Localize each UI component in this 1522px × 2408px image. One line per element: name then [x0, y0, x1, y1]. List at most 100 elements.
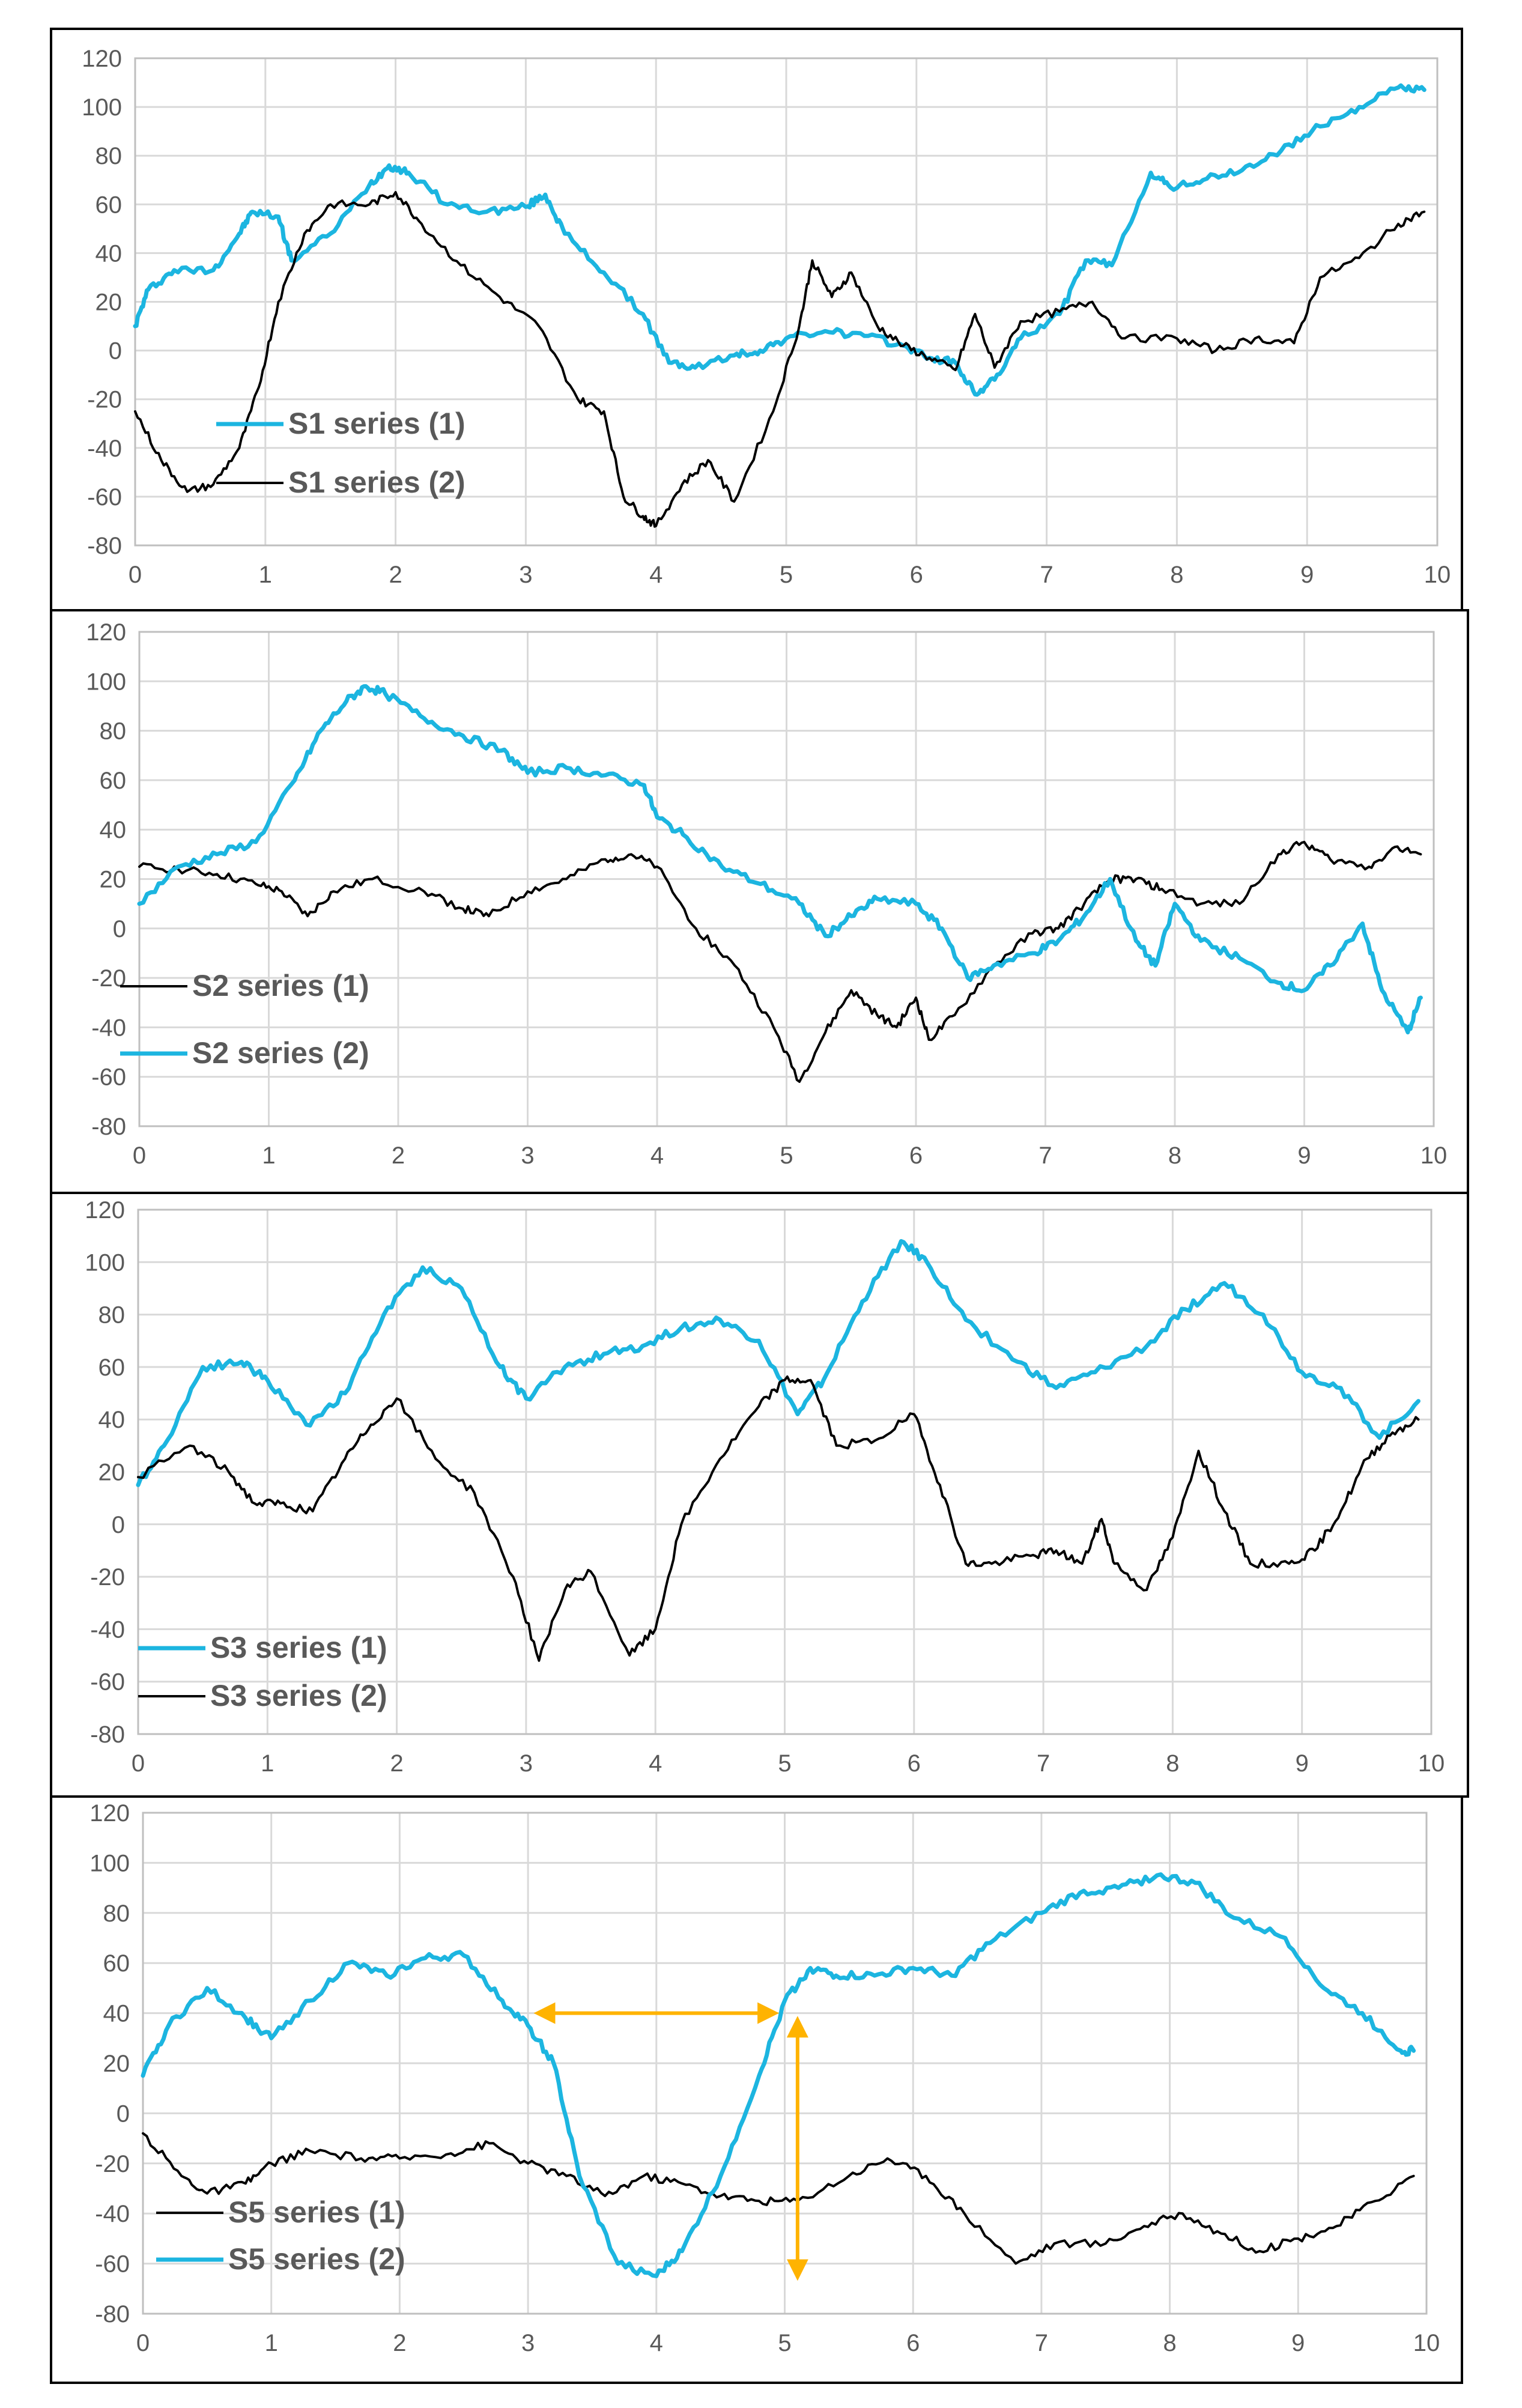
- x-tick-label: 2: [390, 1750, 403, 1777]
- y-tick-label: 20: [96, 290, 123, 316]
- y-tick-label: 60: [100, 768, 127, 794]
- x-tick-label: 8: [1166, 1750, 1179, 1777]
- plot-area: [134, 57, 1439, 547]
- series-line-2: [137, 1375, 1420, 1662]
- plot-area: [142, 1812, 1428, 2315]
- chart-panel-2: 0 1 2 3 4 5 6 7 8 9 10 120 100 80 60 40 20 0 -20 -40 -60 -80 S…: [50, 609, 1469, 1194]
- y-tick-label: 120: [86, 619, 126, 646]
- x-tick-label: 1: [259, 562, 272, 588]
- series-line-1: [138, 840, 1422, 1083]
- chart-panel-4: 0 1 2 3 4 5 6 7 8 9 10 120 100 80 60 40 20 0 -20 -40 -60 -80 S…: [50, 1795, 1463, 2384]
- y-tick-label: 40: [96, 240, 123, 267]
- x-tick-label: 1: [262, 1142, 275, 1169]
- x-tick-label: 9: [1300, 562, 1314, 588]
- x-tick-label: 7: [1040, 562, 1053, 588]
- x-tick-label: 0: [136, 2330, 150, 2356]
- y-tick-label: -40: [95, 2201, 130, 2227]
- series-line-2: [137, 684, 1423, 1035]
- y-tick-label: 120: [82, 46, 122, 72]
- x-tick-label: 10: [1418, 1750, 1445, 1777]
- legend-label-1: S5 series (1): [228, 2195, 405, 2229]
- x-tick-label: 9: [1296, 1750, 1309, 1777]
- x-tick-label: 5: [780, 562, 793, 588]
- series-line-2: [134, 191, 1426, 528]
- y-tick-label: -80: [87, 533, 122, 559]
- y-tick-label: 100: [82, 94, 122, 121]
- x-tick-label: 1: [265, 2330, 278, 2356]
- y-tick-label: -40: [91, 1014, 126, 1041]
- y-tick-label: -40: [87, 435, 122, 462]
- x-tick-label: 3: [521, 1142, 534, 1169]
- y-tick-label: 40: [103, 2001, 130, 2027]
- x-tick-label: 10: [1413, 2330, 1440, 2356]
- y-tick-label: 20: [99, 1460, 126, 1486]
- x-tick-label: 5: [780, 1142, 793, 1169]
- y-tick-label: -40: [90, 1616, 125, 1643]
- y-tick-label: 100: [89, 1850, 130, 1876]
- chart-panel-1: 0 1 2 3 4 5 6 7 8 9 10 120 100 80 60 40 20 0 -20 -40 -60 -80 S…: [50, 28, 1463, 611]
- plot-area: [137, 1209, 1433, 1735]
- x-tick-label: 4: [649, 562, 662, 588]
- y-tick-label: -20: [90, 1564, 125, 1591]
- y-tick-label: 120: [85, 1197, 125, 1224]
- x-tick-label: 0: [129, 562, 142, 588]
- x-tick-label: 2: [392, 1142, 405, 1169]
- x-tick-label: 3: [521, 2330, 535, 2356]
- y-tick-label: 0: [109, 338, 122, 365]
- y-tick-label: 120: [89, 1800, 130, 1827]
- x-tick-label: 6: [909, 1142, 923, 1169]
- y-tick-label: 80: [96, 143, 123, 169]
- x-tick-label: 1: [261, 1750, 274, 1777]
- y-tick-label: 20: [100, 867, 127, 893]
- y-tick-label: 40: [99, 1407, 126, 1433]
- legend-label-2: S1 series (2): [288, 466, 465, 499]
- legend-label-1: S1 series (1): [288, 407, 465, 440]
- x-tick-label: 8: [1168, 1142, 1181, 1169]
- y-tick-label: 100: [85, 1249, 125, 1276]
- series-line-2: [141, 1872, 1416, 2278]
- legend-label-1: S3 series (1): [210, 1631, 387, 1664]
- series-line-1: [142, 2132, 1415, 2265]
- x-tick-label: 8: [1170, 562, 1183, 588]
- y-tick-label: -60: [87, 484, 122, 511]
- x-tick-label: 9: [1297, 1142, 1311, 1169]
- x-tick-label: 0: [132, 1750, 145, 1777]
- y-tick-label: -20: [87, 387, 122, 413]
- x-tick-label: 8: [1163, 2330, 1176, 2356]
- y-tick-label: 20: [103, 2051, 130, 2077]
- legend-label-2: S2 series (2): [192, 1036, 369, 1070]
- x-tick-label: 4: [649, 1750, 662, 1777]
- y-tick-label: 60: [96, 192, 123, 218]
- x-tick-label: 7: [1038, 1142, 1052, 1169]
- x-tick-label: 0: [133, 1142, 146, 1169]
- chart-panel-3: 0 1 2 3 4 5 6 7 8 9 10 120 100 80 60 40 20 0 -20 -40 -60 -80 S…: [50, 1192, 1469, 1798]
- x-tick-label: 5: [778, 1750, 791, 1777]
- y-tick-label: -20: [91, 965, 126, 992]
- x-tick-label: 6: [908, 1750, 921, 1777]
- y-tick-label: 60: [103, 1950, 130, 1977]
- y-tick-label: -60: [91, 1064, 126, 1091]
- x-tick-label: 10: [1424, 562, 1451, 588]
- series-line-1: [133, 83, 1426, 397]
- y-tick-label: 100: [86, 669, 126, 695]
- y-tick-label: 80: [100, 718, 127, 745]
- chart-frame: [50, 1795, 1463, 2384]
- series-line-1: [136, 1239, 1420, 1487]
- y-tick-label: 40: [100, 817, 127, 843]
- legend-label-2: S3 series (2): [210, 1679, 387, 1712]
- x-tick-label: 7: [1037, 1750, 1050, 1777]
- plot-area: [138, 631, 1435, 1127]
- y-tick-label: -60: [95, 2251, 130, 2278]
- y-tick-label: -20: [95, 2151, 130, 2177]
- y-tick-label: 60: [99, 1354, 126, 1381]
- x-tick-label: 4: [650, 1142, 664, 1169]
- x-tick-label: 3: [519, 562, 532, 588]
- y-tick-label: 0: [113, 916, 126, 942]
- x-tick-label: 2: [389, 562, 402, 588]
- x-tick-label: 6: [906, 2330, 920, 2356]
- x-tick-label: 2: [393, 2330, 406, 2356]
- x-tick-label: 4: [650, 2330, 663, 2356]
- y-tick-label: -80: [90, 1721, 125, 1748]
